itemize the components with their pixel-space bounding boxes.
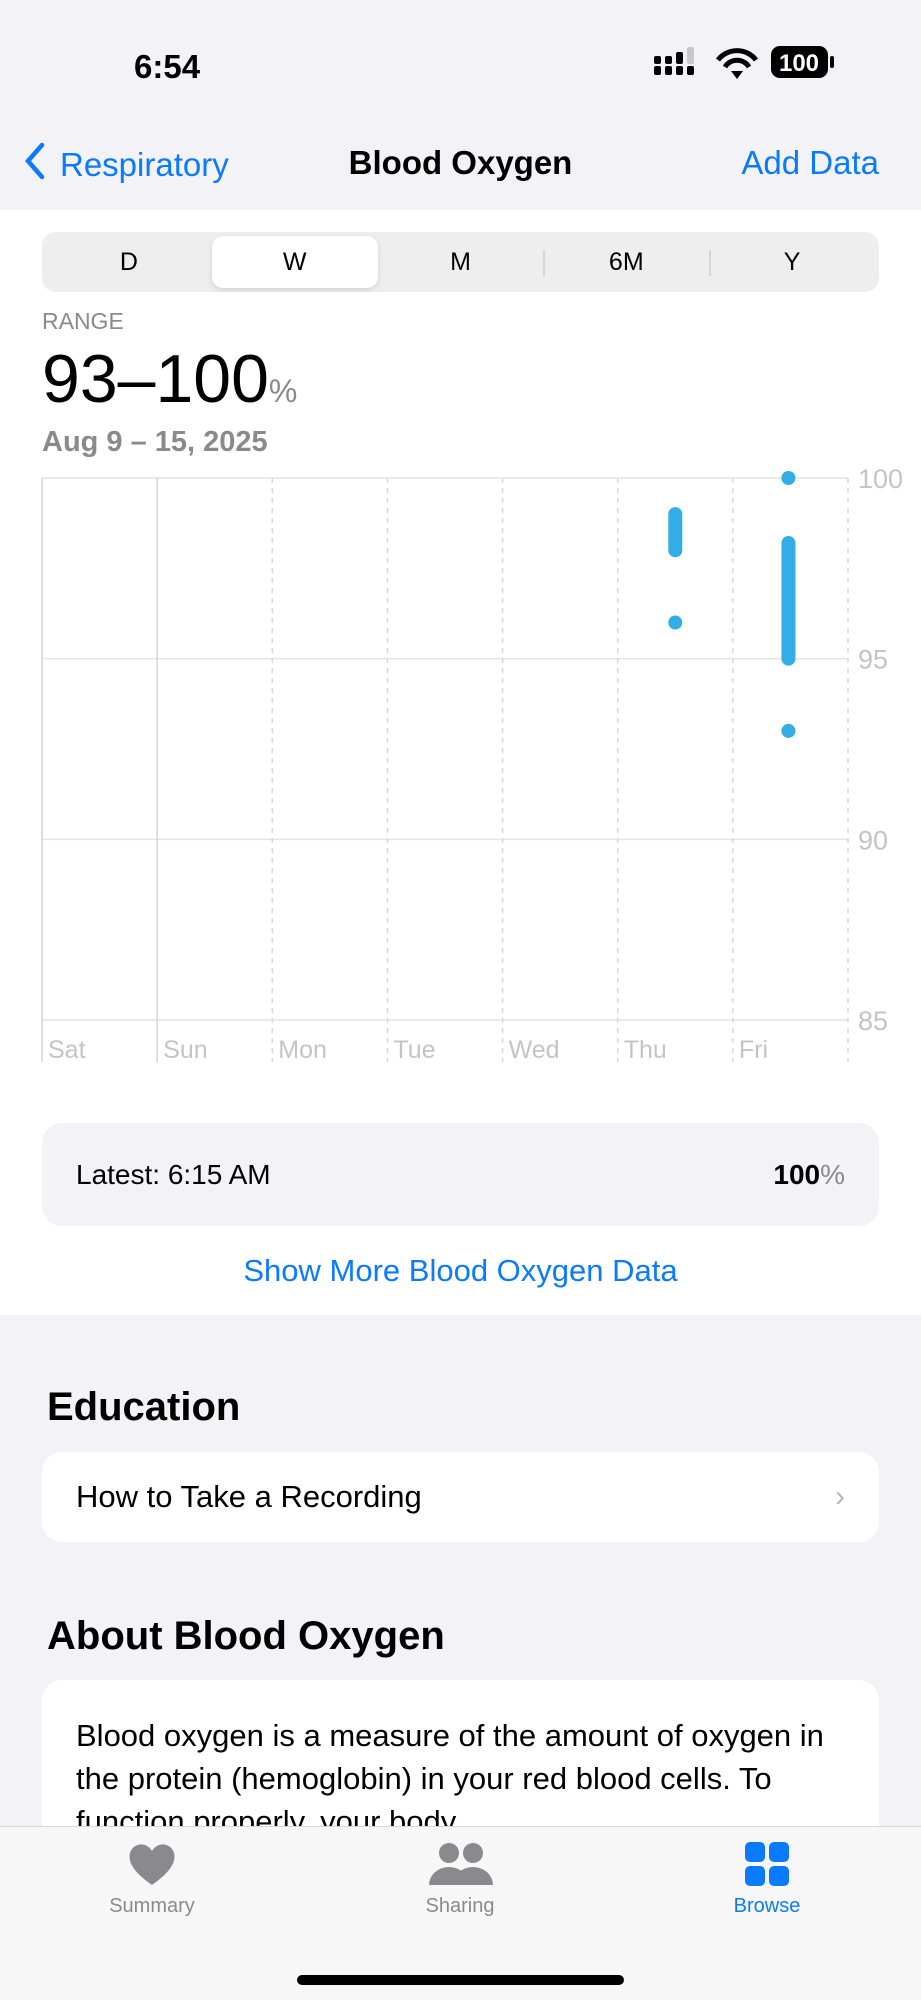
latest-label: Latest: 6:15 AM (76, 1158, 271, 1190)
back-button[interactable]: Respiratory (24, 142, 229, 188)
blood-oxygen-chart[interactable]: 100 95 90 85 Sat Sun Mon Tue Wed Thu Fri (0, 0, 921, 1080)
x-tick-label: Sat (48, 1036, 86, 1064)
x-tick-label: Sun (163, 1036, 207, 1064)
heart-icon (129, 1844, 175, 1885)
show-more-link[interactable]: Show More Blood Oxygen Data (243, 1253, 678, 1288)
education-heading: Education (47, 1385, 241, 1429)
how-to-record-row[interactable]: How to Take a Recording › (42, 1452, 879, 1542)
time-range-segmented-control[interactable]: D W M 6M Y (42, 232, 879, 292)
segment-month[interactable]: M (450, 248, 471, 276)
tab-sharing[interactable]: Sharing (360, 1841, 560, 1918)
range-value: 93–100% (42, 341, 298, 417)
y-tick-label: 95 (858, 645, 888, 675)
x-tick-label: Fri (739, 1036, 768, 1064)
tab-bar: Summary Sharing Browse (0, 1826, 921, 2000)
grid-icon (745, 1842, 789, 1886)
x-tick-label: Tue (393, 1036, 435, 1064)
latest-reading-card[interactable]: Latest: 6:15 AM 100% (42, 1123, 879, 1226)
add-data-button[interactable]: Add Data (741, 144, 879, 181)
y-tick-label: 100 (858, 464, 903, 494)
chevron-right-icon: › (835, 1480, 845, 1513)
people-icon (429, 1843, 493, 1885)
date-range: Aug 9 – 15, 2025 (42, 426, 268, 458)
status-time: 6:54 (134, 48, 201, 85)
tab-browse[interactable]: Browse (667, 1841, 867, 1918)
x-tick-label: Mon (278, 1036, 327, 1064)
x-tick-label: Wed (509, 1036, 560, 1064)
home-indicator[interactable] (297, 1975, 624, 1985)
segment-year[interactable]: Y (709, 236, 875, 288)
about-heading: About Blood Oxygen (47, 1614, 445, 1658)
latest-value: 100% (773, 1158, 845, 1190)
x-tick-label: Thu (624, 1036, 667, 1064)
segment-week[interactable]: W (211, 236, 378, 288)
tab-summary[interactable]: Summary (52, 1841, 252, 1918)
chevron-left-icon (24, 142, 46, 188)
range-label: RANGE (42, 308, 124, 334)
y-tick-label: 85 (858, 1006, 888, 1036)
segment-6-months[interactable]: 6M (543, 236, 709, 288)
segment-day[interactable]: D (119, 248, 138, 276)
y-tick-label: 90 (858, 825, 888, 855)
